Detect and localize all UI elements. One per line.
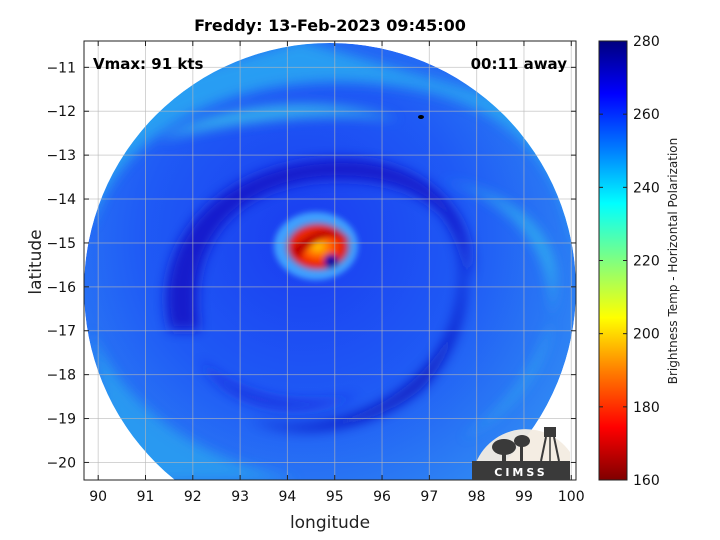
x-tick-label: 90 [89, 489, 107, 505]
y-tick-label: −15 [46, 236, 76, 252]
colorbar-tick-label: 200 [633, 327, 660, 343]
y-axis-label: latitude [26, 229, 46, 294]
colorbar: 160 180 200 220 240 260 280 Brightness Temp - … [598, 34, 680, 489]
x-tick-label: 99 [515, 489, 533, 505]
y-tick-label: −19 [46, 412, 76, 428]
axes-frame [83, 40, 577, 481]
x-axis: 90 91 92 93 94 95 96 97 98 99 100 [89, 41, 585, 505]
vmax-annotation: Vmax: 91 kts [93, 55, 203, 73]
x-tick-label: 95 [326, 489, 344, 505]
colorbar-scale [598, 40, 628, 481]
y-tick-label: −20 [46, 455, 76, 471]
x-tick-label: 93 [231, 489, 249, 505]
y-tick-label: −12 [46, 104, 76, 120]
x-tick-label: 91 [137, 489, 155, 505]
y-tick-label: −17 [46, 324, 76, 340]
colorbar-tick-label: 260 [633, 107, 660, 123]
y-tick-label: −11 [46, 60, 76, 76]
x-axis-label: longitude [290, 513, 370, 533]
cimss-logo: CIMSS [472, 427, 570, 480]
colorbar-tick-label: 240 [633, 180, 660, 196]
y-tick-label: −16 [46, 280, 76, 296]
x-tick-label: 96 [373, 489, 391, 505]
colorbar-tick-label: 280 [633, 34, 660, 50]
grid-lines [84, 41, 576, 480]
y-tick-label: −13 [46, 148, 76, 164]
y-axis: −11 −12 −13 −14 −15 −16 −17 −18 −19 −20 [46, 60, 576, 471]
x-tick-label: 98 [468, 489, 486, 505]
y-tick-label: −18 [46, 368, 76, 384]
time-offset-annotation: 00:11 away [471, 55, 568, 73]
chart-title: Freddy: 13-Feb-2023 09:45:00 [194, 16, 466, 35]
colorbar-tick-label: 220 [633, 254, 660, 270]
colorbar-tick-label: 160 [633, 473, 660, 489]
colorbar-tick-label: 180 [633, 400, 660, 416]
x-tick-label: 94 [279, 489, 297, 505]
cimss-logo-text: CIMSS [494, 466, 547, 479]
colorbar-label: Brightness Temp - Horizontal Polarizatio… [666, 138, 680, 385]
x-tick-label: 97 [420, 489, 438, 505]
x-tick-label: 100 [558, 489, 585, 505]
y-tick-label: −14 [46, 192, 76, 208]
colorbar-ticks: 160 180 200 220 240 260 280 [599, 34, 660, 489]
x-tick-label: 92 [184, 489, 202, 505]
